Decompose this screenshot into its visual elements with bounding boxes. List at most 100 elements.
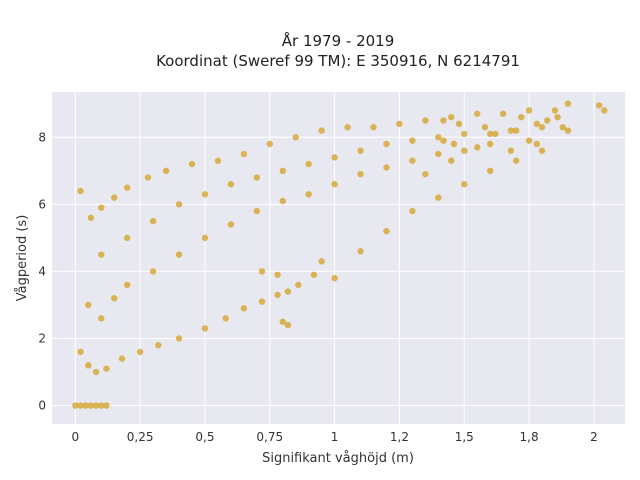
x-tick-label: 1,8 [520, 430, 539, 444]
scatter-point [486, 140, 494, 148]
grid [52, 92, 625, 424]
scatter-point [331, 181, 338, 188]
scatter-point [507, 127, 515, 134]
scatter-point [305, 160, 312, 168]
scatter-point [279, 318, 286, 325]
scatter-point [201, 191, 209, 198]
x-tick-label: 0,5 [195, 430, 214, 444]
scatter-point [295, 281, 302, 289]
scatter-point [305, 191, 312, 198]
scatter-point [175, 201, 183, 208]
scatter-point [486, 167, 494, 175]
y-axis-label: Vågperiod (s) [15, 215, 30, 302]
scatter-point [227, 181, 235, 188]
scatter-point [144, 174, 152, 181]
scatter-point [331, 154, 338, 161]
scatter-point [538, 147, 546, 154]
scatter-point [370, 124, 377, 131]
scatter-point [98, 315, 105, 322]
x-axis-ticks: 0 0,25 0,5 0,75 1 1,2 1,5 1,8 2 [72, 430, 598, 444]
scatter-point [564, 100, 572, 107]
y-tick-label: 4 [38, 264, 46, 278]
scatter-point [533, 120, 541, 128]
scatter-point [383, 140, 390, 148]
scatter-point [77, 348, 84, 356]
scatter-point [98, 402, 105, 409]
scatter-point [318, 258, 325, 265]
scatter-point [533, 140, 541, 148]
y-tick-label: 8 [38, 130, 46, 144]
scatter-point [123, 234, 131, 242]
scatter-point [77, 402, 84, 409]
scatter-point [499, 110, 507, 117]
scatter-point [82, 402, 89, 409]
scatter-point [525, 107, 533, 114]
scatter-point [253, 174, 261, 181]
scatter-point [409, 137, 416, 144]
x-tick-label: 1,2 [390, 430, 409, 444]
scatter-point [274, 291, 281, 299]
data-points [72, 100, 608, 409]
scatter-point [455, 120, 463, 128]
scatter-point [175, 251, 183, 258]
scatter-point [98, 204, 105, 211]
scatter-point [279, 197, 286, 205]
scatter-point [240, 305, 248, 312]
scatter-point [601, 107, 608, 114]
scatter-point [559, 124, 566, 131]
scatter-point [383, 227, 390, 235]
x-axis-label: Signifikant våghöjd (m) [262, 451, 414, 466]
scatter-point [486, 130, 494, 138]
scatter-point [136, 348, 144, 356]
scatter-point [422, 117, 429, 124]
scatter-point [87, 402, 95, 409]
y-axis-ticks: 0 2 4 6 8 [38, 130, 46, 412]
scatter-point [214, 157, 222, 164]
scatter-point [201, 325, 209, 332]
y-tick-label: 0 [38, 399, 46, 413]
scatter-point [103, 365, 110, 372]
scatter-point [440, 117, 447, 124]
chart-title-line1: År 1979 - 2019 [282, 31, 395, 50]
scatter-point [310, 271, 318, 278]
x-tick-label: 1 [331, 430, 339, 444]
scatter-point [201, 234, 209, 242]
scatter-point [554, 113, 561, 121]
y-tick-label: 6 [38, 197, 46, 211]
scatter-point [103, 402, 110, 409]
scatter-point [123, 184, 131, 191]
scatter-point [544, 117, 551, 124]
scatter-point [111, 295, 118, 302]
chart-title-line2: Koordinat (Sweref 99 TM): E 350916, N 62… [156, 52, 520, 70]
scatter-point [461, 181, 468, 188]
scatter-point [258, 298, 266, 305]
scatter-point [292, 134, 299, 141]
scatter-point [448, 113, 455, 121]
scatter-point [72, 402, 79, 409]
scatter-point [92, 368, 100, 376]
scatter-point [318, 127, 325, 134]
scatter-point [409, 207, 416, 215]
scatter-point [383, 164, 390, 171]
x-tick-label: 0 [72, 430, 80, 444]
scatter-point [274, 271, 281, 278]
scatter-point [448, 157, 455, 164]
scatter-point [481, 124, 489, 131]
scatter-point [284, 321, 292, 329]
x-tick-label: 1,5 [455, 430, 474, 444]
scatter-point [149, 268, 157, 275]
scatter-point [409, 157, 416, 164]
scatter-point [396, 120, 403, 128]
scatter-point [461, 147, 468, 154]
scatter-point [188, 160, 196, 168]
scatter-point [258, 268, 266, 275]
scatter-point [162, 167, 170, 175]
scatter-point [512, 157, 520, 164]
scatter-point [595, 102, 603, 109]
scatter-point [512, 127, 520, 134]
scatter-point [175, 335, 183, 342]
scatter-point [77, 187, 84, 195]
scatter-point [98, 251, 105, 258]
scatter-point [422, 170, 429, 178]
scatter-point [518, 113, 525, 121]
